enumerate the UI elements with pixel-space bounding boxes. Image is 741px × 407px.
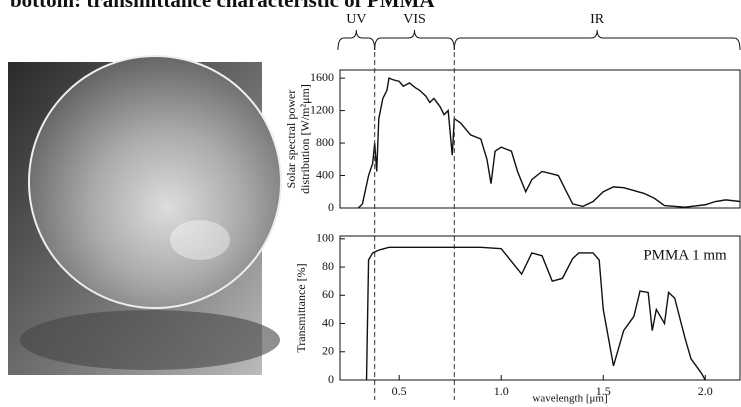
data-line xyxy=(357,77,741,209)
region-brace xyxy=(337,29,376,51)
region-label: VIS xyxy=(403,12,426,27)
x-tick-label: 0.5 xyxy=(392,384,407,398)
plot-frame xyxy=(339,235,741,381)
region-brace xyxy=(453,29,741,51)
y-tick-label: 1600 xyxy=(310,70,334,84)
y-tick-label: 60 xyxy=(322,287,334,301)
y-tick-label: 400 xyxy=(316,167,334,181)
plot-frame xyxy=(339,69,741,209)
region-label: UV xyxy=(346,12,366,27)
region-brace xyxy=(374,29,455,51)
y-tick-label: 100 xyxy=(316,231,334,245)
x-tick-label: 2.0 xyxy=(698,384,713,398)
y-axis-label: distribution [W/m²μm] xyxy=(298,84,312,194)
figure-title: bottom: transmittance characteristic of … xyxy=(10,0,435,12)
x-tick-label: 1.5 xyxy=(596,384,611,398)
y-axis-label: Transmittance [%] xyxy=(294,263,308,352)
y-tick-label: 0 xyxy=(328,200,334,214)
y-tick-label: 0 xyxy=(328,372,334,386)
x-axis-label: wavelength [μm] xyxy=(532,393,607,405)
photo xyxy=(8,55,282,375)
x-tick-label: 1.0 xyxy=(494,384,509,398)
y-tick-label: 40 xyxy=(322,315,334,329)
annotation: PMMA 1 mm xyxy=(643,247,727,263)
y-tick-label: 800 xyxy=(316,135,334,149)
y-axis-label: Solar spectral power xyxy=(284,90,298,189)
y-tick-label: 80 xyxy=(322,259,334,273)
region-label: IR xyxy=(590,12,605,27)
y-tick-label: 1200 xyxy=(310,102,334,116)
data-line xyxy=(365,246,706,381)
y-tick-label: 20 xyxy=(322,344,334,358)
